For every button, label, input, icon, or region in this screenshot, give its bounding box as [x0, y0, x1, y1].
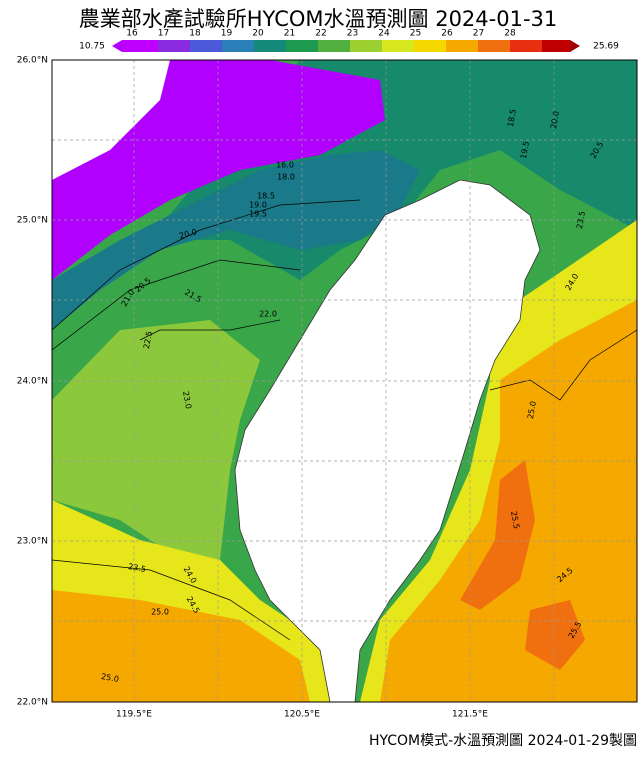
title: 農業部水產試驗所HYCOM水溫預測圖 2024-01-31: [79, 7, 558, 31]
contour-label: 25.5: [509, 510, 521, 529]
lat-label: 23.0°N: [17, 537, 48, 547]
colorbar-tick: 23: [347, 29, 358, 39]
colorbar-tick: 24: [378, 29, 390, 39]
colorbar-min: 10.75: [79, 42, 105, 52]
colorbar-tick: 22: [315, 29, 326, 39]
map: [52, 60, 637, 702]
plot-frame: [51, 59, 638, 703]
contour-label: 19.0: [249, 201, 267, 210]
lat-label: 25.0°N: [17, 216, 48, 226]
contour-label: 19.5: [519, 140, 531, 159]
colorbar-ticks: 16 17 18 19 20 21 22 23 24 25 26 27 28: [126, 29, 516, 39]
colorbar: [112, 40, 580, 52]
colorbar-max: 25.69: [593, 42, 619, 52]
colorbar-tick: 21: [284, 29, 295, 39]
contour-label: 25.0: [100, 672, 119, 684]
colorbar-tick: 18: [189, 29, 201, 39]
lon-label: 119.5°E: [116, 710, 152, 720]
contour-label: 23.5: [127, 562, 146, 574]
labels: 26.0°N 25.0°N 24.0°N 23.0°N 22.0°N 119.5°E 120…: [17, 56, 606, 720]
contour-label: 25.0: [151, 608, 169, 617]
contour-label: 20.0: [178, 227, 198, 240]
lat-label: 22.0°N: [17, 698, 48, 708]
colorbar-tick: 26: [441, 29, 453, 39]
colorbar-tick: 25: [410, 29, 421, 39]
contour-label: 19.5: [249, 210, 267, 219]
colorbar-tick: 20: [252, 29, 264, 39]
contour-label: 22.0: [259, 310, 277, 319]
contour-label: 25.0: [526, 400, 538, 419]
contour-label: 16.0: [276, 161, 294, 170]
contour-label: 22.5: [142, 330, 154, 349]
grid: [52, 60, 637, 702]
contour-label: 23.5: [575, 210, 587, 229]
colorbar-tick: 19: [221, 29, 233, 39]
contour-label: 20.0: [549, 110, 561, 129]
colorbar-tick: 27: [473, 29, 484, 39]
lat-label: 26.0°N: [17, 56, 48, 66]
contour-label: 23.0: [181, 390, 193, 409]
contour-label: 18.5: [506, 108, 518, 127]
lon-label: 120.5°E: [284, 710, 320, 720]
contour-label: 18.0: [277, 173, 295, 182]
lon-label: 121.5°E: [452, 710, 488, 720]
contour-label: 18.5: [257, 192, 275, 201]
colorbar-tick: 16: [126, 29, 138, 39]
colorbar-tick: 28: [504, 29, 516, 39]
footer: HYCOM模式-水溫預測圖 2024-01-29製圖: [369, 733, 637, 749]
lat-label: 24.0°N: [17, 377, 48, 387]
colorbar-tick: 17: [158, 29, 169, 39]
